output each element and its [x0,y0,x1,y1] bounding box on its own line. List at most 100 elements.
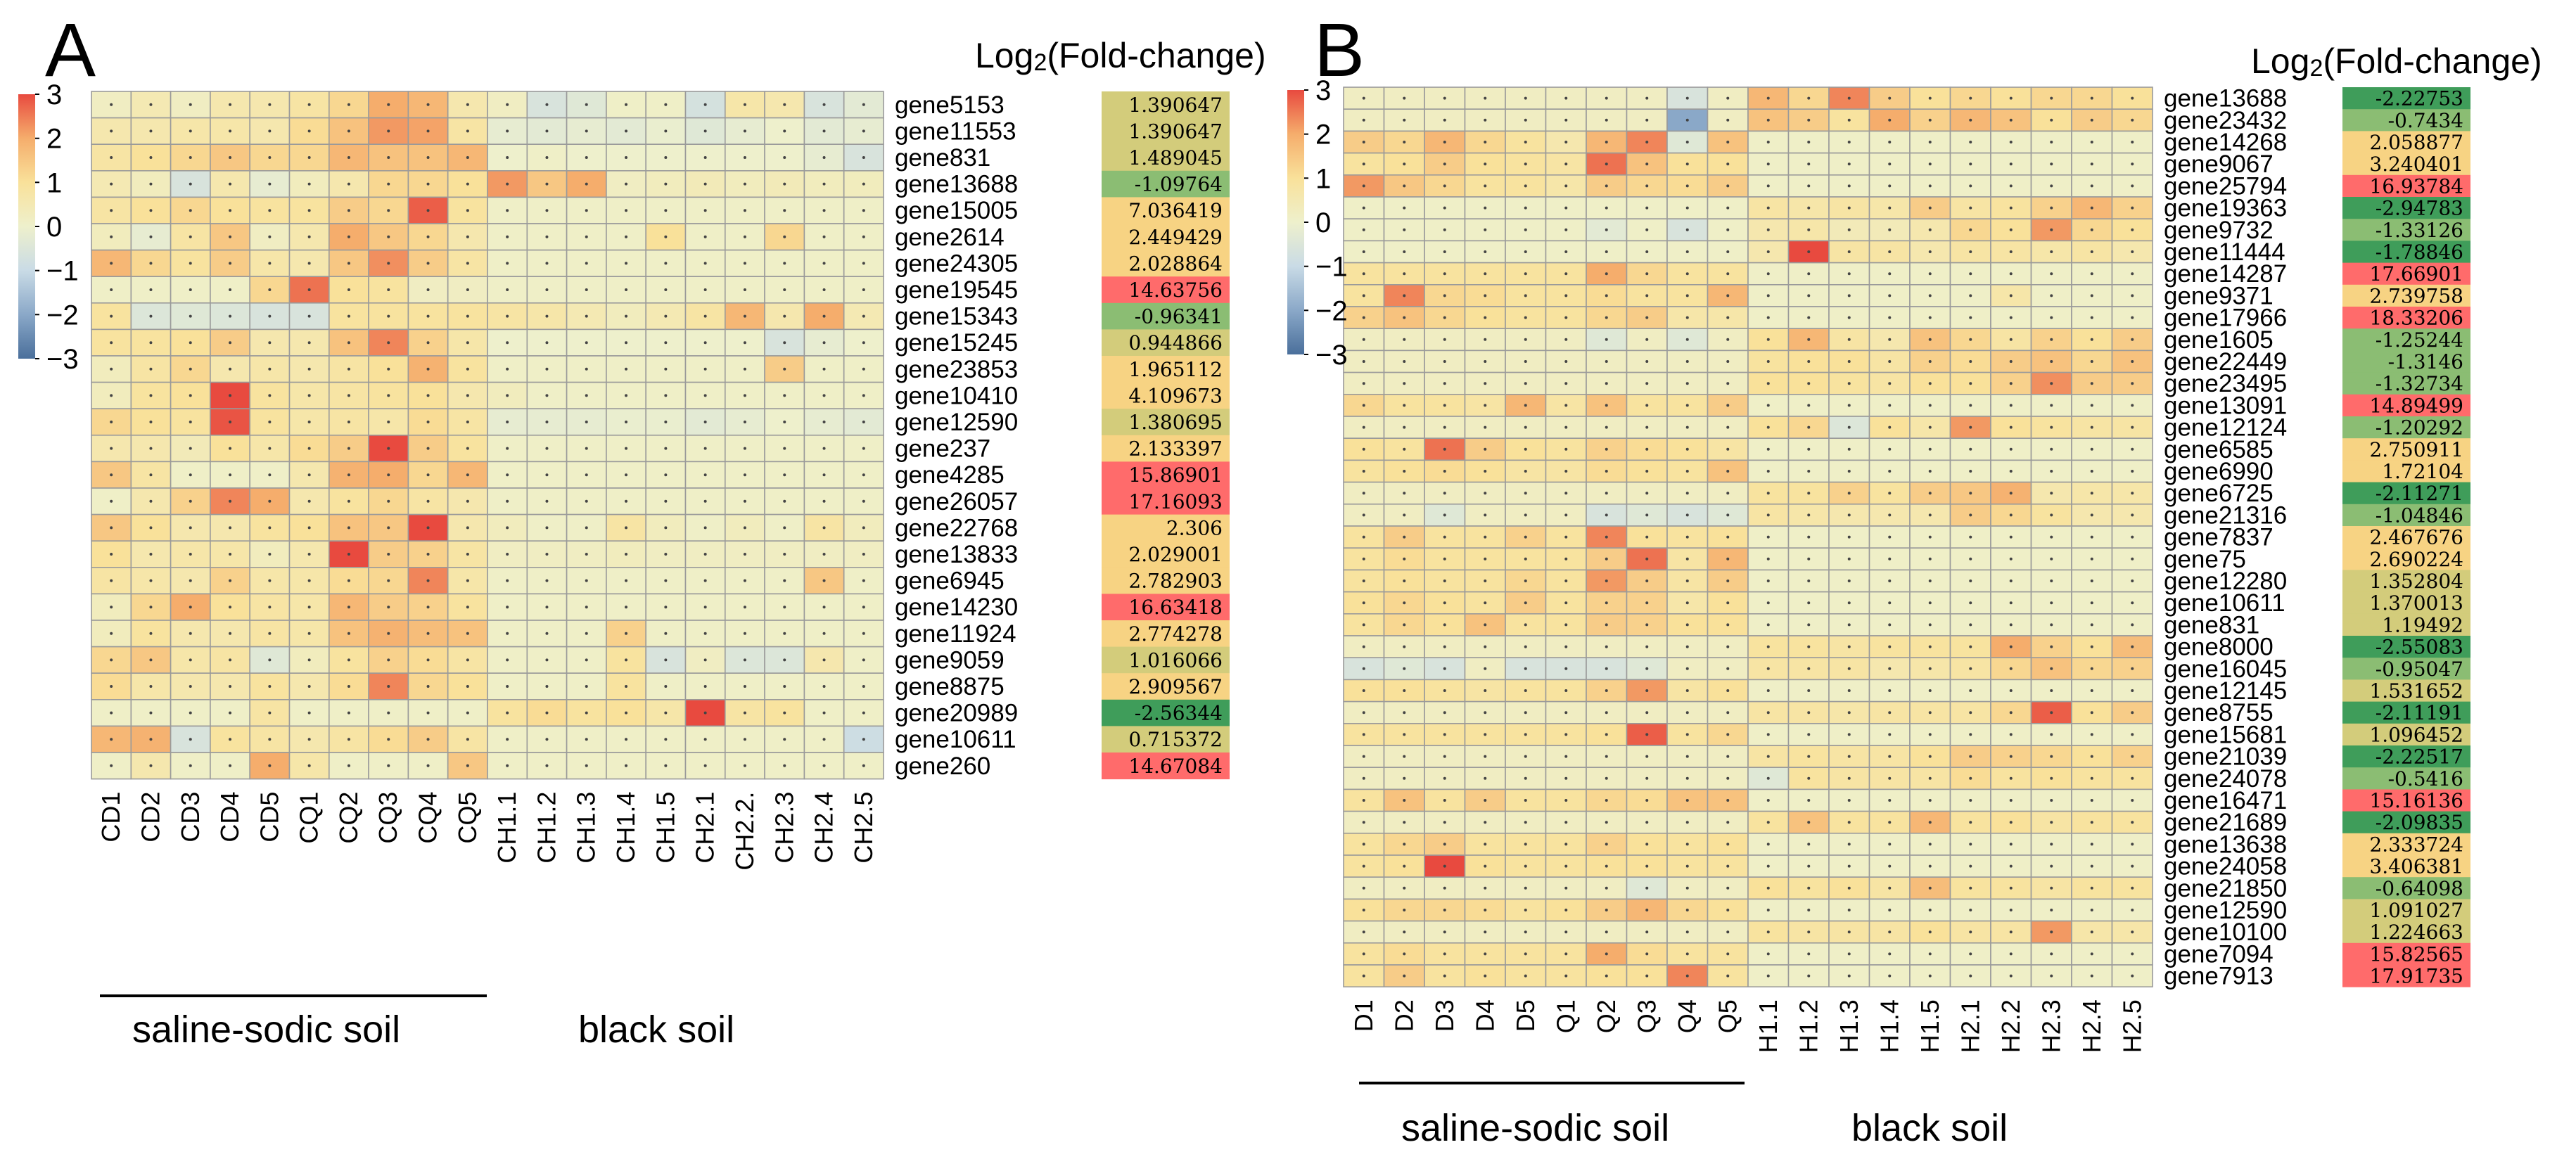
panel-b-cell-dot [2009,425,2013,429]
panel-a-cell-dot [229,764,232,767]
panel-b-cell-dot [1403,272,1406,276]
panel-a-fc-box [1102,753,1230,780]
panel-a-cell-dot [347,738,350,741]
panel-b-fc-box [2342,899,2470,922]
panel-a-cell-dot [229,711,232,715]
panel-a-cell-dot [110,711,113,715]
panel-b-cell-dot [1403,799,1406,802]
panel-a-fc-title-main: Log [975,36,1033,75]
panel-b-fc-box [2342,328,2470,351]
panel-b-cell-dot [1847,535,1851,539]
panel-b-cell-dot [1726,184,1730,188]
panel-a-cell-dot [426,764,430,767]
panel-b-fc-value: 3.406381 [2369,855,2463,878]
panel-b-cell-dot [1847,733,1851,736]
panel-a-cell-dot [585,235,588,238]
panel-b-gene-label: gene1605 [2164,326,2274,354]
panel-b-cell-dot [1969,864,1972,868]
panel-b-cell-dot [1807,250,1811,253]
panel-a-cell-dot [189,182,192,186]
panel-b-gene-label: gene8755 [2164,699,2274,726]
panel-a-cell-dot [149,129,153,133]
panel-a-cell-dot [862,473,865,477]
panel-b-colorbar-tick-label: −2 [1315,295,1348,326]
panel-b-cell-dot [2131,206,2134,210]
panel-b-cell-dot [1362,952,1365,956]
panel-b-cell [1626,833,1668,856]
panel-a-cell-dot [110,658,113,662]
panel-a-cell-dot [268,606,272,609]
panel-b-gene-label: gene6725 [2164,480,2274,507]
panel-a-cell-dot [347,314,350,318]
panel-b-cell-dot [1807,711,1811,715]
panel-b-cell-dot [1847,492,1851,495]
panel-a-cell-dot [625,394,628,397]
panel-b-cell-dot [1605,711,1608,715]
panel-a-cell-dot [545,553,549,556]
panel-a-fc-value: 1.016066 [1128,648,1223,672]
panel-a-cell-dot [387,421,390,423]
panel-b-cell-dot [2050,909,2053,911]
panel-b-cell-dot [1403,535,1406,539]
panel-b-cell-dot [1362,886,1365,890]
panel-b-cell-dot [1969,711,1972,715]
panel-b-cell-dot [2131,733,2134,736]
panel-b-cell-dot [1524,316,1527,319]
panel-b-cell-dot [2009,952,2013,956]
panel-a-fc-value: 1.965112 [1128,358,1223,381]
panel-b-cell-dot [1847,96,1851,100]
panel-a-cell-dot [783,262,786,265]
panel-a-cell-dot [743,341,746,345]
panel-a-colorbar-tick-label: −3 [46,344,79,375]
panel-b-cell-dot [1605,404,1608,407]
panel-b-cell-dot [1484,535,1487,539]
panel-a-cell-dot [466,606,469,609]
panel-a-cell-dot [862,606,865,609]
panel-b-cell-dot [2050,974,2053,978]
panel-b-gene-label: gene24078 [2164,765,2287,793]
panel-b-cell-dot [1362,228,1365,231]
panel-b-cell-dot [2009,162,2013,166]
panel-a-cell-dot [149,764,153,767]
panel-a-fc-value: -1.09764 [1135,173,1223,196]
panel-a-cell-dot [743,129,746,133]
panel-b-cell-dot [1969,360,1972,363]
panel-a-cell-dot [743,711,746,715]
panel-a-cell-dot [703,658,707,662]
panel-b-cell-dot [1524,821,1527,824]
panel-a-cell-dot [387,394,390,397]
panel-b-cell-dot [1807,974,1811,978]
panel-b-cell-dot [2009,580,2013,582]
panel-b-cell-dot [1969,382,1972,385]
panel-a-cell-dot [545,182,549,186]
panel-a-cell-dot [743,421,746,423]
panel-a-fc-box [1102,329,1230,357]
panel-b-cell-dot [1807,338,1811,341]
panel-b-cell-dot [2131,755,2134,758]
panel-a-cell-dot [149,499,153,503]
panel-b-gene-label: gene75 [2164,546,2246,573]
panel-a-gene-label: gene10611 [895,726,1016,753]
panel-b-cell-dot [1484,316,1487,319]
panel-a-gene-label: gene14230 [895,594,1018,621]
panel-b-cell-dot [1443,601,1446,605]
panel-b-cell-dot [2009,864,2013,868]
panel-a-gene-label: gene831 [895,144,990,172]
panel-a-cell-dot [545,606,549,609]
panel-b-cell-dot [1888,513,1892,517]
panel-a-cell-dot [703,235,707,238]
panel-b-cell-dot [2090,799,2093,802]
panel-b-cell-dot [1969,755,1972,758]
panel-a-cell-dot [229,685,232,688]
panel-b-cell-dot [1928,557,1932,561]
panel-a-cell-dot [189,685,192,688]
panel-letter-a: A [45,7,96,92]
panel-b-cell-dot [1605,162,1608,166]
panel-a-cell-dot [545,764,549,767]
panel-a-cell-dot [189,632,192,635]
panel-a-cell-dot [545,579,549,582]
panel-b-cell-dot [1726,382,1730,385]
panel-a-cell-dot [664,473,668,477]
panel-b-column-label: H2.5 [2117,999,2146,1053]
panel-b-fc-value: 2.467676 [2369,526,2463,549]
